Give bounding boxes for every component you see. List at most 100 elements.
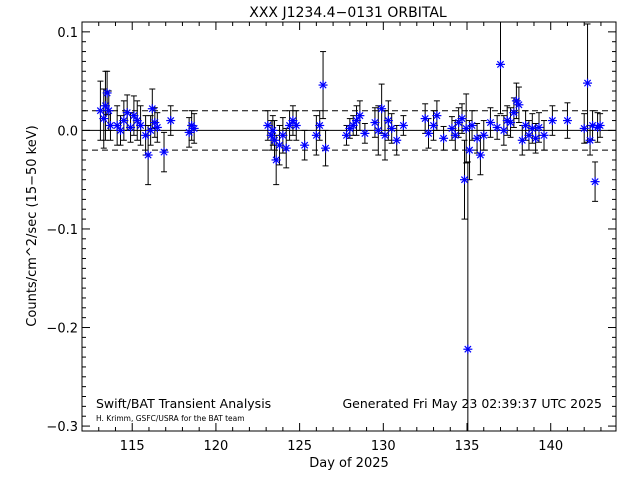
- data-point: [119, 116, 129, 126]
- footer-generated: Generated Fri May 23 02:39:37 UTC 2025: [342, 396, 602, 411]
- x-axis: 115 120 125 130 135 140: [81, 22, 602, 454]
- data-point: [432, 111, 442, 121]
- data-point: [352, 116, 362, 126]
- data-point: [457, 114, 467, 124]
- data-point: [387, 123, 397, 133]
- data-point: [166, 116, 176, 126]
- data-point: [479, 130, 489, 140]
- data-point: [318, 80, 328, 90]
- data-point: [424, 128, 434, 138]
- data-point: [105, 120, 115, 130]
- data-point: [514, 100, 524, 110]
- data-point: [184, 127, 194, 137]
- x-tick-label: 140: [538, 439, 563, 454]
- data-point: [341, 130, 351, 140]
- data-point: [373, 125, 383, 135]
- data-point: [147, 104, 157, 114]
- x-tick-label: 130: [371, 439, 396, 454]
- x-tick-label: 135: [455, 439, 480, 454]
- data-point: [495, 59, 505, 69]
- y-tick-label: 0.1: [57, 26, 78, 41]
- data-point: [281, 143, 291, 153]
- error-bars: [97, 22, 604, 431]
- data-point: [268, 125, 278, 135]
- data-point: [315, 120, 325, 130]
- data-point: [547, 116, 557, 126]
- data-point: [521, 120, 531, 130]
- footer-credit: H. Krimm, GSFC/USRA for the BAT team: [96, 414, 245, 423]
- y-tick-label: −0.1: [46, 223, 78, 238]
- data-point: [278, 130, 288, 140]
- data-point: [383, 116, 393, 126]
- data-point: [429, 120, 439, 130]
- data-point: [126, 122, 136, 132]
- data-point: [275, 140, 285, 150]
- data-point: [99, 114, 109, 124]
- data-point: [460, 175, 470, 185]
- data-point: [300, 140, 310, 150]
- data-points: [95, 59, 605, 354]
- footer-title: Swift/BAT Transient Analysis: [96, 396, 271, 411]
- data-point: [420, 114, 430, 124]
- data-point: [439, 133, 449, 143]
- data-point: [159, 147, 169, 157]
- data-point: [270, 135, 280, 145]
- data-point: [524, 130, 534, 140]
- data-point: [355, 111, 365, 121]
- data-point: [562, 116, 572, 126]
- data-point: [583, 78, 593, 88]
- data-point: [311, 130, 321, 140]
- data-point: [271, 155, 281, 165]
- data-point: [463, 344, 473, 354]
- data-point: [288, 116, 298, 126]
- data-point: [467, 120, 477, 130]
- data-point: [485, 118, 495, 128]
- data-point: [370, 118, 380, 128]
- data-point: [392, 135, 402, 145]
- data-point: [579, 123, 589, 133]
- y-axis: −0.3 −0.2 −0.1 0.0 0.1: [46, 21, 616, 435]
- x-tick-label: 120: [204, 439, 229, 454]
- data-point: [539, 130, 549, 140]
- data-point: [590, 177, 600, 187]
- y-tick-label: 0.0: [57, 124, 78, 139]
- data-point: [129, 111, 139, 121]
- data-point: [380, 130, 390, 140]
- data-point: [499, 125, 509, 135]
- chart-title: XXX J1234.4−0131 ORBITAL: [249, 5, 447, 21]
- data-point: [517, 135, 527, 145]
- data-point: [472, 133, 482, 143]
- y-tick-label: −0.2: [46, 322, 78, 337]
- data-point: [321, 143, 331, 153]
- data-point: [132, 116, 142, 126]
- x-tick-label: 125: [287, 439, 312, 454]
- x-tick-label: 115: [120, 439, 145, 454]
- y-tick-label: −0.3: [46, 420, 78, 435]
- data-point: [585, 135, 595, 145]
- data-point: [136, 120, 146, 130]
- data-point: [450, 130, 460, 140]
- data-point: [122, 108, 132, 118]
- data-point: [348, 120, 358, 130]
- data-point: [146, 125, 156, 135]
- data-point: [291, 120, 301, 130]
- data-point: [465, 145, 475, 155]
- data-point: [527, 123, 537, 133]
- data-point: [104, 106, 114, 116]
- x-axis-label: Day of 2025: [309, 456, 389, 471]
- data-point: [447, 123, 457, 133]
- data-point: [509, 108, 519, 118]
- data-point: [116, 125, 126, 135]
- data-point: [112, 120, 122, 130]
- data-point: [531, 133, 541, 143]
- data-point: [152, 122, 162, 132]
- data-point: [360, 128, 370, 138]
- y-axis-label: Counts/cm^2/sec (15−50 keV): [25, 125, 40, 326]
- data-point: [492, 122, 502, 132]
- data-point: [475, 150, 485, 160]
- plot-frame: [81, 21, 617, 432]
- data-point: [398, 120, 408, 130]
- data-point: [143, 150, 153, 160]
- data-point: [506, 118, 516, 128]
